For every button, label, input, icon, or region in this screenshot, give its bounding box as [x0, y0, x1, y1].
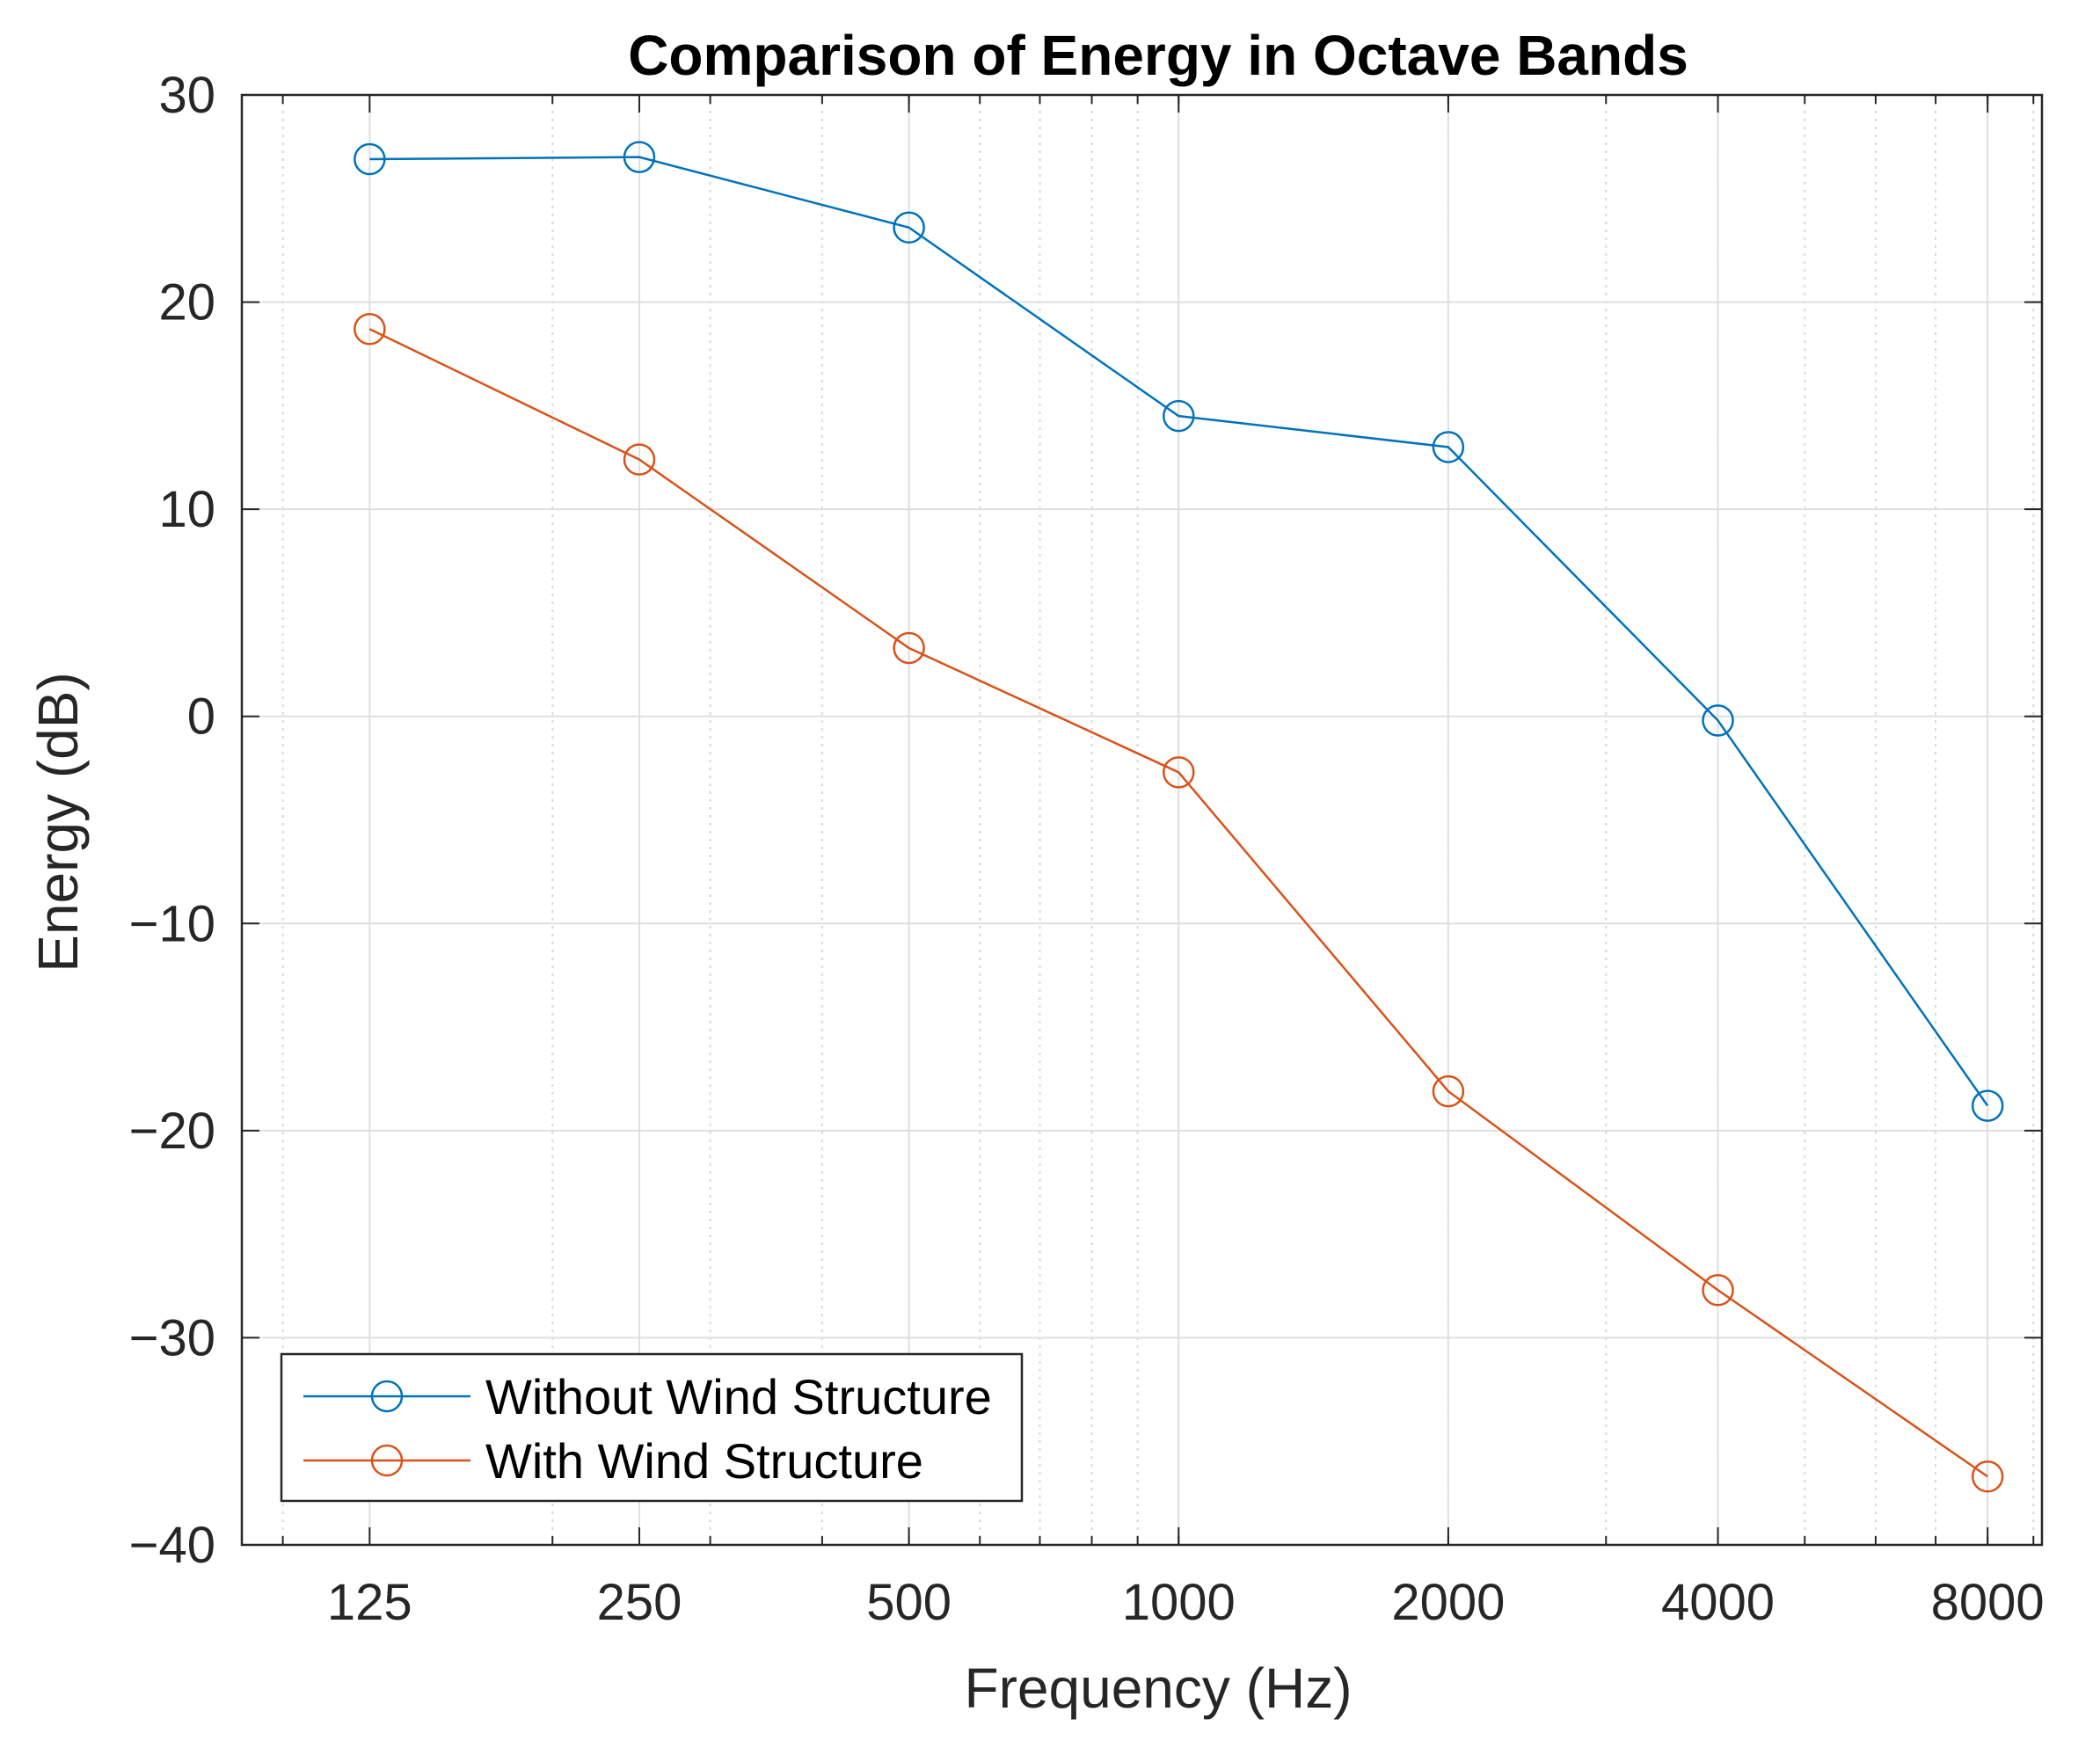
axes — [240, 93, 2044, 1547]
x-tick-label: 250 — [597, 1574, 682, 1631]
chart-title: Comparison of Energy in Octave Bands — [628, 24, 1688, 87]
series-layer — [354, 141, 2004, 1493]
y-tick-label: 10 — [158, 481, 215, 538]
data-point-marker — [893, 631, 925, 665]
y-tick-label: 0 — [187, 688, 215, 746]
legend-label: With Wind Structure — [485, 1433, 923, 1489]
y-tick-label: −20 — [129, 1103, 215, 1160]
y-tick-label: −10 — [129, 895, 215, 952]
data-point-marker — [1162, 399, 1195, 433]
y-tick-label: −40 — [129, 1517, 215, 1574]
legend: Without Wind Structure With Wind Structur… — [280, 1352, 1024, 1503]
data-point-marker — [1162, 756, 1195, 789]
x-tick-label: 1000 — [1122, 1574, 1236, 1631]
series-1 — [354, 141, 2004, 1122]
y-axis-label: Energy (dB) — [26, 672, 90, 972]
data-point-marker — [1432, 431, 1465, 463]
grid — [242, 94, 2042, 1546]
legend-item: With Wind Structure — [303, 1433, 923, 1489]
y-tick-label: 20 — [158, 274, 215, 331]
tick-labels: 125 250 500 1000 2000 4000 8000 30 20 10 0 −10 −20 −3… — [129, 67, 2045, 1631]
x-tick-label: 4000 — [1661, 1574, 1775, 1631]
x-tick-label: 8000 — [1931, 1574, 2045, 1631]
legend-marker — [370, 1380, 404, 1413]
x-tick-label: 2000 — [1391, 1574, 1505, 1631]
x-tick-label: 125 — [327, 1574, 412, 1631]
legend-label: Without Wind Structure — [485, 1369, 992, 1424]
x-tick-label: 500 — [866, 1574, 952, 1631]
data-point-marker — [893, 211, 925, 244]
data-point-marker — [1971, 1460, 2004, 1493]
y-tick-label: 30 — [158, 67, 215, 124]
data-point-marker — [1432, 1074, 1465, 1108]
data-point-marker — [1971, 1089, 2004, 1122]
series-2 — [354, 312, 2004, 1493]
legend-box — [280, 1352, 1024, 1503]
data-point-marker — [623, 141, 656, 173]
data-point-marker — [1702, 704, 1734, 737]
series-line — [368, 328, 1988, 1478]
data-point-marker — [623, 443, 656, 476]
x-axis-label: Frequency (Hz) — [965, 1657, 1353, 1720]
legend-item: Without Wind Structure — [303, 1369, 992, 1424]
y-tick-label: −30 — [129, 1309, 215, 1366]
series-line — [369, 156, 1989, 1107]
data-point-marker — [354, 142, 386, 176]
data-point-marker — [1702, 1273, 1734, 1307]
data-point-marker — [354, 312, 386, 346]
legend-marker — [370, 1444, 404, 1477]
axes-box — [240, 93, 2044, 1547]
